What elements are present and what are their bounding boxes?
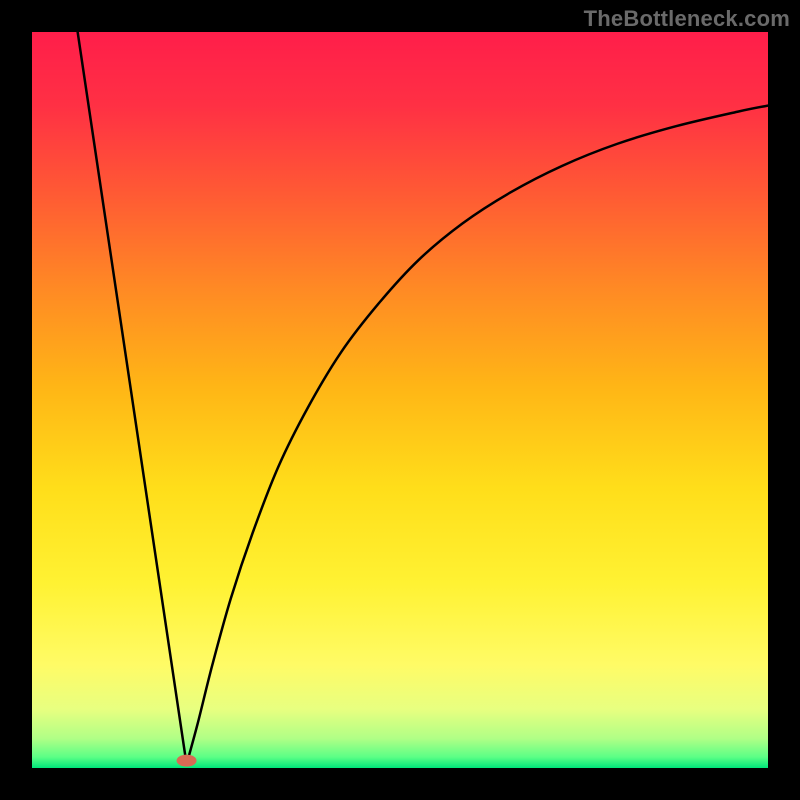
gradient-background [32,32,768,768]
figure-root: TheBottleneck.com [0,0,800,800]
plot-svg [32,32,768,768]
plot-area [32,32,768,768]
vertex-marker [177,755,197,767]
watermark-text: TheBottleneck.com [584,6,790,32]
